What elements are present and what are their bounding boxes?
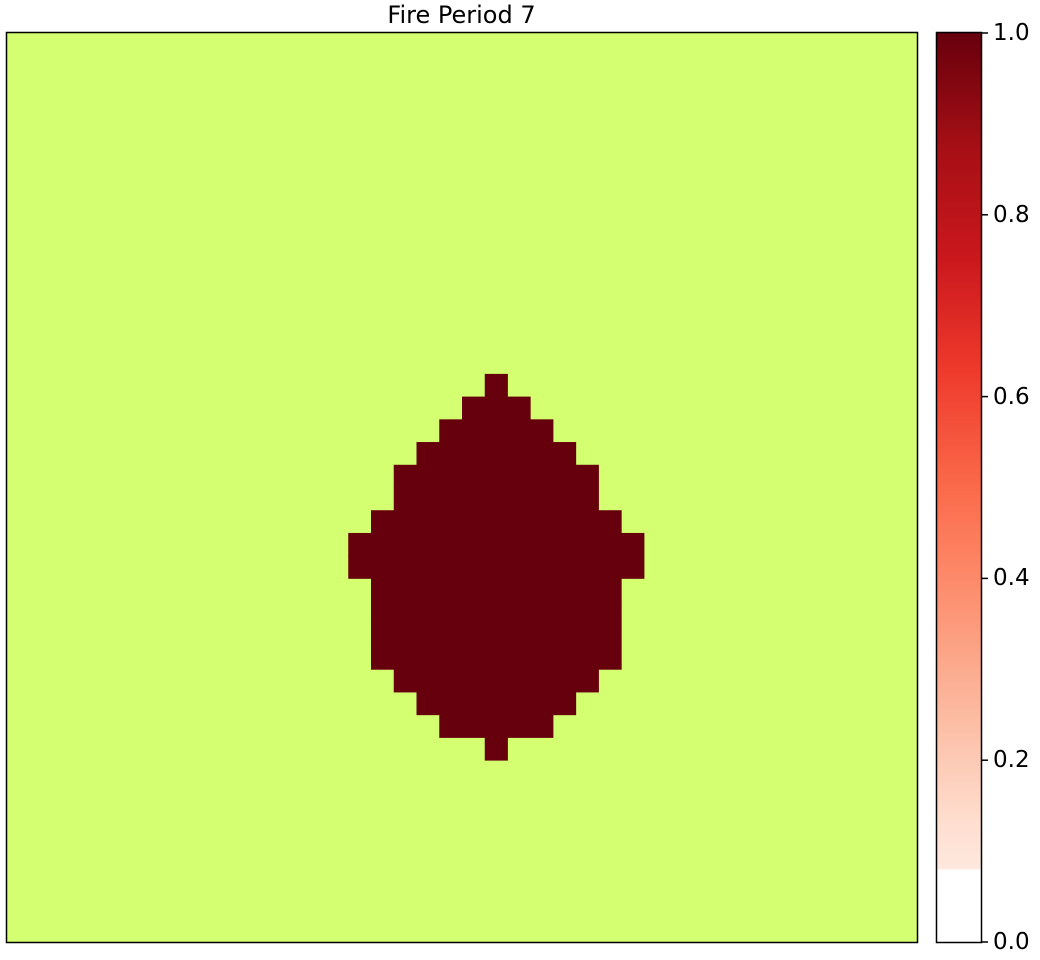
chart-title: Fire Period 7 — [387, 1, 536, 29]
burned-cell-row-20 — [393, 487, 599, 511]
burned-cell-row-22 — [348, 532, 645, 557]
heatmap-grid — [7, 33, 917, 942]
colorbar-frame — [935, 31, 983, 944]
burned-cell-row-29 — [416, 692, 577, 716]
burned-cell-row-16 — [462, 396, 531, 420]
burned-cell-row-31 — [484, 737, 508, 761]
burned-cell-row-24 — [371, 578, 622, 602]
plot-frame — [5, 31, 919, 944]
burned-cell-row-27 — [371, 646, 622, 670]
burned-cell-row-28 — [393, 669, 599, 693]
colorbar-gradient — [937, 33, 981, 942]
burned-cell-row-25 — [371, 601, 622, 625]
burned-cell-row-19 — [393, 464, 599, 488]
burned-cell-row-17 — [439, 419, 554, 443]
burned-cell-row-30 — [439, 714, 554, 738]
burned-cell-row-23 — [348, 555, 645, 579]
burned-cell-row-15 — [484, 373, 508, 398]
colorbar-under-segment — [937, 869, 981, 942]
burned-cell-row-26 — [371, 623, 622, 647]
burned-cell-row-18 — [416, 442, 577, 466]
colorbar — [935, 31, 988, 944]
burned-cell-row-21 — [371, 510, 622, 534]
